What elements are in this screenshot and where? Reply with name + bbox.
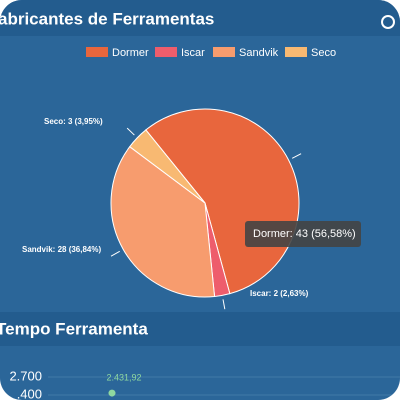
refresh-icon[interactable] (381, 15, 395, 29)
data-label: Seco: 3 (3,95%) (44, 117, 103, 126)
data-label: 2.431,92 (106, 372, 141, 382)
data-label: Sandvik: 28 (36,84%) (22, 245, 101, 254)
pie-slice (129, 129, 206, 204)
y-tick-label: .400 (17, 386, 42, 400)
leader-line (110, 250, 120, 257)
legend-label: Iscar (181, 47, 205, 59)
legend-swatch (285, 47, 307, 57)
charts: Dormer Iscar Sandvik Seco Iscar: 2 (2,63%) Sa… (9, 47, 400, 400)
legend-swatch (213, 47, 235, 57)
legend-label: Seco (311, 47, 336, 59)
pie-slice (145, 108, 300, 295)
pie-slice (110, 146, 216, 298)
header-bar (0, 312, 400, 346)
tooltip-text: Dormer: 43 (56,58%) (253, 228, 356, 240)
panel-title: Tempo Ferramenta (0, 319, 148, 338)
tooltip (245, 221, 361, 247)
leader-line (291, 153, 302, 159)
line-point (108, 389, 116, 397)
legend-label: Sandvik (239, 47, 279, 59)
legend-swatch (86, 47, 108, 57)
panel-title: abricantes de Ferramentas (0, 9, 214, 28)
legend-swatch (155, 47, 177, 57)
y-tick-label: 2.700 (9, 368, 42, 383)
legend-label: Dormer (112, 47, 149, 59)
leader-line (126, 127, 135, 136)
header-bar (0, 0, 400, 36)
data-label: Iscar: 2 (2,63%) (250, 289, 309, 298)
leader-line (222, 299, 226, 310)
